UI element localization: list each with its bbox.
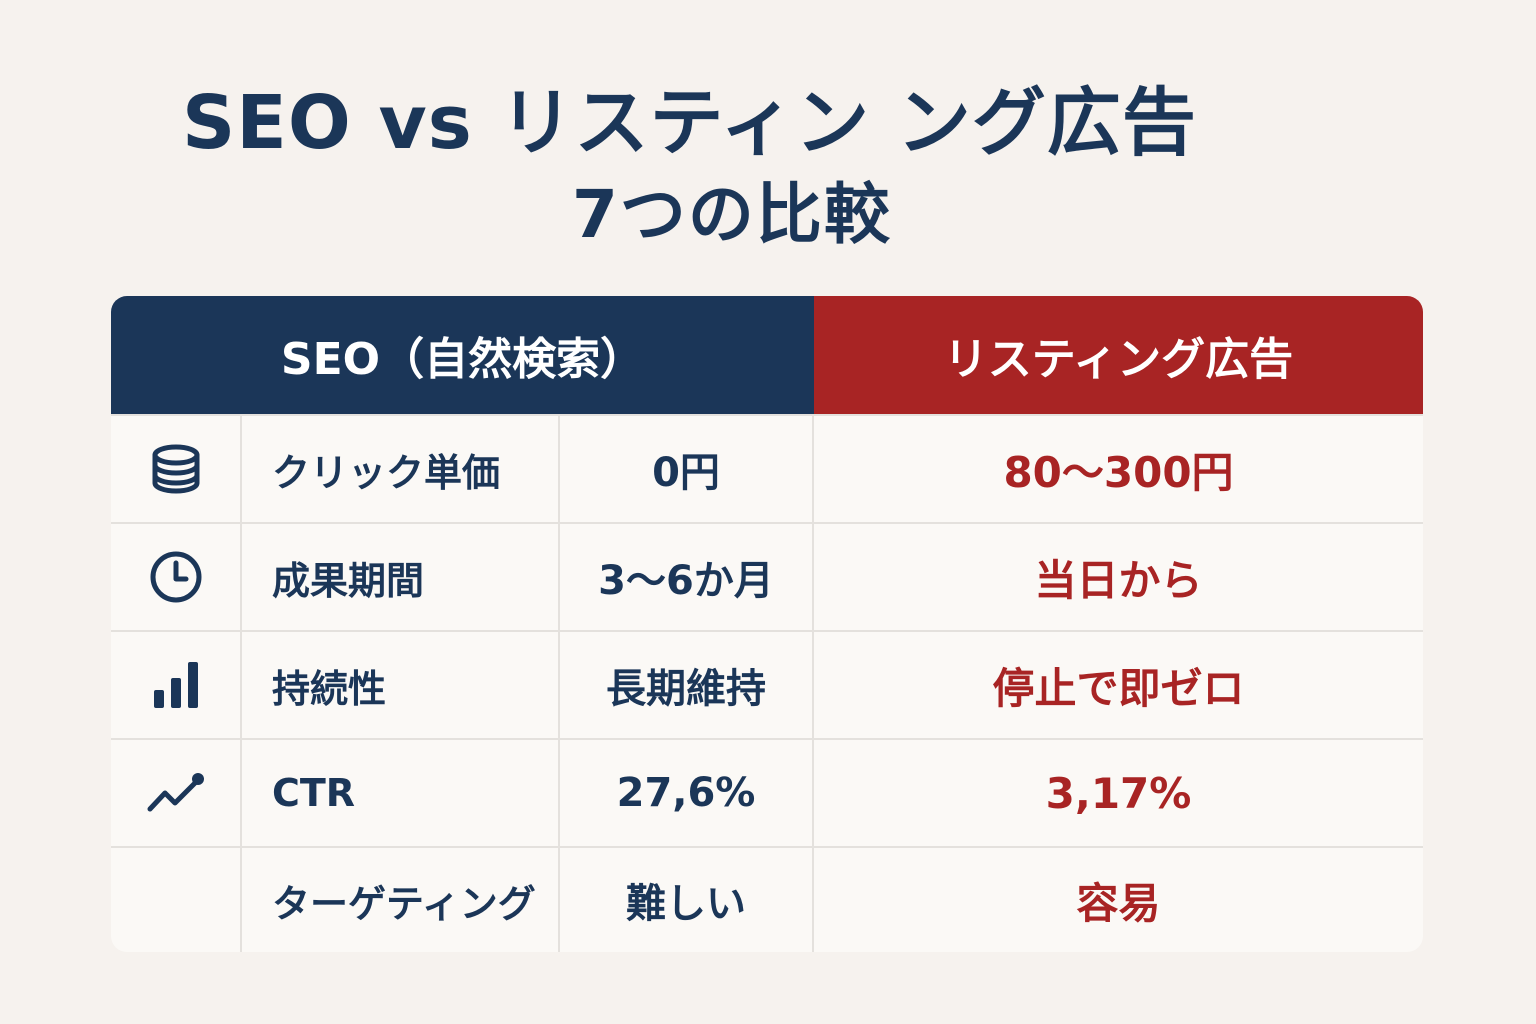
row-label: ターゲティング xyxy=(242,848,560,952)
trend-line-icon xyxy=(111,740,242,846)
seo-column-header: SEO（自然検索） xyxy=(111,296,814,414)
coins-icon xyxy=(111,416,242,522)
clock-icon xyxy=(111,524,242,630)
page-subtitle: 7つの比較 xyxy=(572,176,892,253)
row-label: CTR xyxy=(242,740,560,846)
table-row: 持続性 長期維持 停止で即ゼロ xyxy=(111,630,1423,738)
ads-value: 停止で即ゼロ xyxy=(992,663,1245,713)
ads-column-header: リスティング広告 xyxy=(814,296,1423,414)
table-row: ターゲティング 難しい 容易 xyxy=(111,846,1423,952)
ads-value: 80～300円 xyxy=(1003,447,1234,497)
table-row: クリック単価 0円 80～300円 xyxy=(111,414,1423,522)
seo-value: 3～6か月 xyxy=(560,524,814,630)
comparison-table: SEO（自然検索） リスティング広告 クリック単価 0円 80～300円 xyxy=(111,296,1423,952)
bar-chart-icon xyxy=(111,632,242,738)
empty-icon-cell xyxy=(111,848,242,952)
row-label: 成果期間 xyxy=(242,524,560,630)
table-row: CTR 27,6% 3,17% xyxy=(111,738,1423,846)
row-label: 持続性 xyxy=(242,632,560,738)
seo-value: 長期維持 xyxy=(560,632,814,738)
ads-value: 当日から xyxy=(1034,555,1203,605)
seo-value: 0円 xyxy=(560,416,814,522)
seo-value: 難しい xyxy=(560,848,814,952)
ads-value: 容易 xyxy=(1076,878,1161,928)
ads-value: 3,17% xyxy=(1045,768,1192,818)
row-label: クリック単価 xyxy=(242,416,560,522)
page-title: SEO vs リスティン ング広告 xyxy=(182,80,1197,166)
seo-value: 27,6% xyxy=(560,740,814,846)
table-row: 成果期間 3～6か月 当日から xyxy=(111,522,1423,630)
